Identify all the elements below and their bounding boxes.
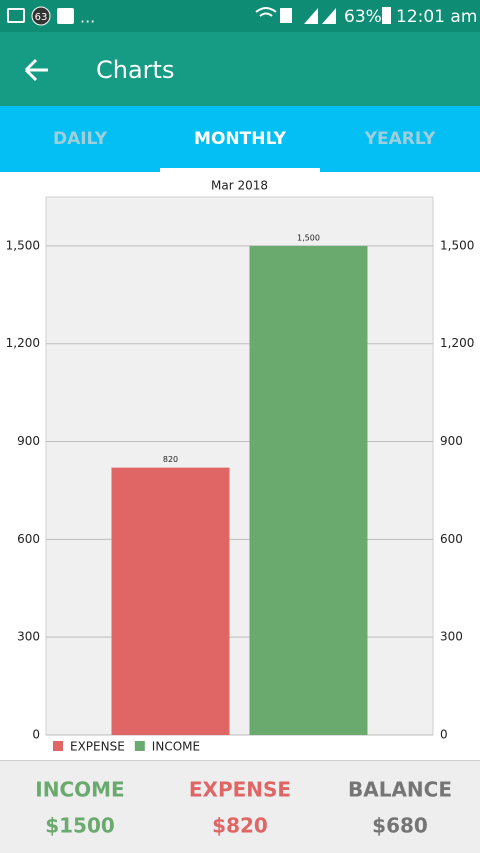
badge-icon — [31, 6, 51, 26]
bar — [249, 245, 368, 735]
y-tick-label: 600 — [17, 532, 40, 546]
legend-label: INCOME — [152, 740, 200, 754]
y-tick-label: 900 — [17, 434, 40, 448]
value-label: 820 — [163, 455, 178, 464]
tab[interactable]: DAILY — [53, 129, 108, 149]
summary-label: EXPENSE — [189, 778, 291, 802]
y2-tick-label: 0 — [440, 728, 448, 742]
summary-value: $820 — [212, 814, 268, 838]
status-bar — [0, 0, 480, 32]
legend-label: EXPENSE — [70, 740, 125, 754]
battery-icon — [382, 7, 391, 24]
sim-icon — [280, 8, 292, 23]
plot-area — [45, 196, 434, 736]
app-bar — [0, 32, 480, 106]
bar — [111, 467, 230, 735]
y-tick-label: 1,500 — [6, 238, 40, 252]
summary-label: BALANCE — [348, 778, 452, 802]
legend-swatch — [53, 741, 63, 751]
y2-tick-label: 600 — [440, 532, 463, 546]
tab[interactable]: YEARLY — [364, 129, 436, 149]
summary-value: $1500 — [45, 814, 115, 838]
gallery-icon — [7, 8, 25, 23]
tab-indicator — [160, 168, 320, 172]
summary-label: INCOME — [35, 778, 124, 802]
summary-panel — [0, 760, 480, 853]
y2-tick-label: 300 — [440, 630, 463, 644]
list-icon — [57, 8, 74, 24]
clock: 12:01 am — [396, 7, 477, 27]
legend-swatch — [134, 741, 145, 751]
y-tick-label: 300 — [17, 630, 40, 644]
tab-bar — [0, 106, 480, 172]
y2-tick-label: 1,500 — [440, 238, 474, 252]
y2-tick-label: 900 — [440, 434, 463, 448]
y-tick-label: 0 — [32, 728, 40, 742]
y2-tick-label: 1,200 — [440, 336, 474, 350]
battery-percent: 63% — [344, 7, 382, 27]
signal-icon — [304, 8, 336, 24]
app-title: Charts — [96, 56, 174, 84]
tab[interactable]: MONTHLY — [194, 129, 287, 149]
notification-count: 63 — [35, 12, 48, 23]
summary-value: $680 — [372, 814, 428, 838]
chart-title: Mar 2018 — [211, 179, 268, 193]
status-more: ... — [80, 8, 95, 27]
wifi-icon — [255, 7, 277, 17]
y-tick-label: 1,200 — [6, 336, 40, 350]
back-button[interactable] — [24, 58, 48, 82]
value-label: 1,500 — [297, 233, 320, 242]
